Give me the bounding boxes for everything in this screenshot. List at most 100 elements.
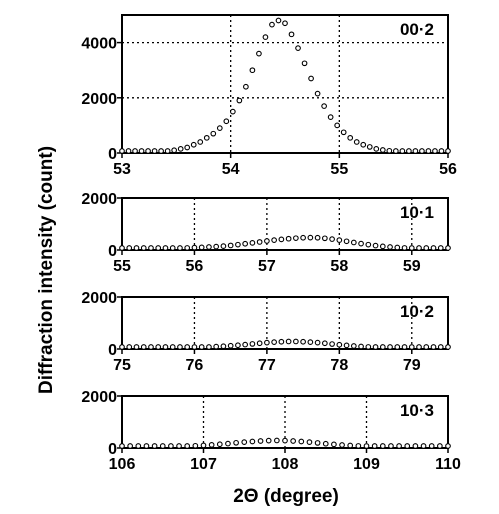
x-tick-label: 53 [113,161,131,178]
data-point [365,241,372,248]
data-point [438,148,445,154]
data-point [138,148,145,154]
data-point [177,146,184,152]
x-tick-label: 79 [403,357,421,374]
y-tick-label: 0 [108,146,117,163]
data-point [399,148,406,154]
data-point [257,438,264,444]
data-point [133,245,140,251]
x-tick-label: 78 [330,357,348,374]
x-tick-label: 55 [113,258,131,275]
data-point [256,239,263,245]
data-point [249,67,256,74]
data-point [233,439,239,446]
data-point [191,244,198,251]
data-point [300,234,306,241]
data-point [298,438,305,445]
panel-1: 53 54 55 56 0 2000 4000 00·2 [81,14,457,178]
data-point [387,344,393,350]
data-point [265,437,272,444]
data-point [197,139,204,145]
data-point [203,134,210,141]
data-point [358,343,364,350]
y-tick-label: 0 [108,342,117,359]
y-tick-label: 4000 [81,36,117,53]
panel-4: 106 107 108 109 110 0 2000 10·3 [81,389,461,473]
data-point [321,340,328,347]
data-point [295,45,301,51]
data-point [256,50,262,57]
data-point [119,443,125,449]
data-point [216,441,223,448]
data-point [386,147,393,154]
data-point [126,245,133,251]
data-point [184,344,191,350]
panel-3: 75 76 77 78 79 0 2000 10·2 [81,290,451,374]
data-point [329,341,335,347]
reflection-label: 10·1 [400,203,434,222]
data-point [264,339,270,346]
data-point [420,443,427,449]
data-point [162,245,169,251]
data-point [184,144,191,151]
data-point [191,344,198,350]
data-point [401,344,408,350]
data-point [445,245,451,251]
data-point [336,341,343,348]
data-point [425,148,432,154]
data-point [430,344,437,350]
data-point [159,443,166,449]
data-point [269,21,275,28]
data-point [437,443,443,449]
data-point [350,239,357,246]
data-point [314,339,321,346]
data-point [125,148,132,154]
data-point [412,443,419,449]
data-point [307,234,314,241]
data-point [220,343,227,350]
data-point [184,443,191,449]
data-point [321,235,328,242]
data-point [336,237,343,243]
data-point [321,103,327,109]
data-point [406,148,412,154]
panel-2: 55 56 57 58 59 0 2000 10·1 [81,191,451,275]
data-point [416,344,422,350]
data-point [168,443,174,449]
data-point [363,443,370,449]
data-point [198,344,205,350]
y-axis-label: Diffraction intensity (count) [36,146,57,394]
data-point [408,245,415,251]
data-point [148,245,154,251]
data-point [148,344,154,350]
x-axis-label: 2Θ (degree) [233,486,339,507]
x-tick-label: 108 [272,456,299,473]
x-tick-label: 75 [113,357,131,374]
data-point [331,441,337,448]
data-point [264,238,270,244]
y-tick-label: 0 [108,243,117,260]
data-point [423,344,430,350]
data-point [307,339,314,345]
x-tick-label: 57 [258,258,276,275]
data-point [225,440,231,447]
data-point [164,148,171,154]
plot-frame [121,14,449,154]
data-point [412,148,419,154]
data-point [445,344,451,350]
data-point [198,244,205,251]
data-point [404,443,411,449]
data-point [437,245,444,251]
data-point [358,240,364,247]
data-point [249,240,256,246]
data-point [365,344,372,350]
data-point [235,342,241,349]
data-point [206,244,212,250]
data-point [271,237,277,243]
data-point [428,443,435,449]
data-point [242,341,249,348]
data-point [327,114,334,120]
data-point [314,234,321,241]
data-point [282,437,288,444]
x-tick-label: 55 [330,161,348,178]
